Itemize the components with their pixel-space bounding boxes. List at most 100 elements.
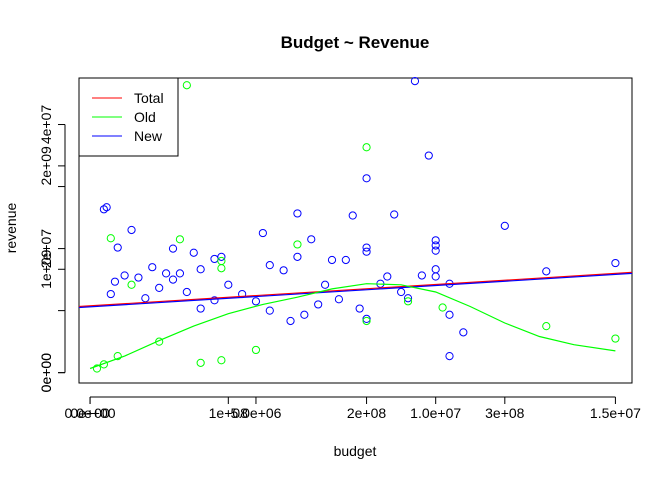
x-tick-label: 2e+08 bbox=[347, 405, 387, 421]
point-new bbox=[445, 310, 454, 319]
point-new bbox=[500, 221, 509, 230]
point-new bbox=[362, 314, 371, 323]
point-new bbox=[424, 151, 433, 160]
point-new bbox=[362, 174, 371, 183]
point-old bbox=[362, 143, 371, 152]
point-old bbox=[542, 322, 551, 331]
axes: 0e+00 1e+08 2e+08 3e+08 0.0e+00 5.0e+06 1.0e+0… bbox=[38, 105, 641, 421]
y-tick-secondary-label: 0e+00 bbox=[38, 353, 54, 393]
point-new bbox=[390, 210, 399, 219]
point-new bbox=[148, 263, 157, 272]
x-tick-label-secondary: 1.0e+07 bbox=[410, 405, 461, 421]
point-new bbox=[286, 316, 295, 326]
point-new bbox=[258, 228, 267, 238]
point-new bbox=[431, 241, 440, 250]
point-new bbox=[611, 258, 620, 268]
point-new bbox=[224, 280, 233, 289]
point-new bbox=[134, 273, 143, 282]
point-old bbox=[175, 235, 185, 244]
point-new bbox=[155, 283, 164, 292]
point-new bbox=[542, 267, 551, 276]
point-old bbox=[106, 234, 115, 243]
legend: Total Old New bbox=[78, 77, 179, 157]
point-new bbox=[265, 306, 274, 315]
point-new bbox=[127, 225, 136, 235]
x-tick-label: 1e+08 bbox=[209, 405, 249, 421]
legend-label-old: Old bbox=[134, 109, 156, 125]
point-new bbox=[161, 269, 171, 278]
point-old bbox=[92, 364, 102, 373]
point-new bbox=[341, 255, 350, 265]
point-new bbox=[431, 272, 440, 281]
point-old bbox=[362, 316, 371, 326]
y-tick-secondary-label: 2e+07 bbox=[38, 229, 54, 269]
point-new bbox=[265, 261, 274, 270]
point-new bbox=[217, 252, 226, 261]
point-new bbox=[334, 295, 344, 304]
fit-line-total bbox=[78, 271, 633, 308]
point-new bbox=[120, 271, 129, 280]
point-old bbox=[251, 345, 261, 355]
point-new bbox=[362, 247, 371, 256]
point-new bbox=[210, 254, 219, 264]
point-new bbox=[168, 275, 178, 284]
point-old bbox=[293, 240, 302, 249]
point-new bbox=[327, 255, 337, 265]
y-axis-label: revenue bbox=[3, 202, 19, 253]
fit-line-new bbox=[78, 272, 633, 309]
point-new bbox=[431, 246, 440, 255]
point-old bbox=[182, 81, 191, 90]
point-new bbox=[320, 280, 330, 289]
x-tick-label-secondary: 5.0e+06 bbox=[230, 405, 281, 421]
point-new bbox=[168, 244, 178, 253]
legend-label-total: Total bbox=[134, 90, 164, 106]
y-tick-label: 0e+00 bbox=[38, 353, 54, 393]
point-new bbox=[279, 266, 288, 275]
point-old bbox=[403, 297, 413, 306]
point-new bbox=[175, 269, 185, 278]
point-new bbox=[431, 236, 440, 245]
point-new bbox=[348, 211, 357, 220]
point-old bbox=[611, 334, 620, 343]
point-old bbox=[217, 264, 226, 273]
data-points bbox=[92, 77, 620, 373]
point-new bbox=[102, 203, 111, 212]
point-new bbox=[410, 77, 420, 86]
point-new bbox=[196, 265, 205, 274]
plot-box bbox=[78, 77, 633, 384]
point-old bbox=[217, 356, 226, 365]
point-new bbox=[459, 328, 468, 337]
point-new bbox=[293, 252, 302, 261]
point-new bbox=[314, 300, 323, 309]
point-new bbox=[182, 287, 191, 297]
x-tick-label-secondary: 1.5e+07 bbox=[590, 405, 641, 421]
point-old bbox=[217, 256, 226, 266]
point-new bbox=[106, 289, 115, 299]
point-new bbox=[355, 304, 364, 313]
point-old bbox=[113, 352, 122, 361]
point-new bbox=[189, 248, 198, 257]
point-new bbox=[293, 209, 302, 218]
point-new bbox=[99, 205, 108, 214]
point-new bbox=[431, 265, 440, 274]
y-tick-label: 1e+09 bbox=[38, 249, 54, 289]
x-axis-label: budget bbox=[334, 443, 377, 459]
x-tick-label: 0e+00 bbox=[70, 405, 110, 421]
point-new bbox=[300, 310, 309, 319]
point-new bbox=[445, 352, 454, 361]
point-new bbox=[307, 235, 316, 244]
y-tick-label: 2e+09 bbox=[38, 146, 54, 186]
y-tick-secondary-label: 4e+07 bbox=[38, 105, 54, 145]
point-old bbox=[127, 280, 136, 289]
chart-title: Budget ~ Revenue bbox=[281, 33, 430, 52]
point-new bbox=[362, 243, 371, 252]
legend-label-new: New bbox=[134, 128, 163, 144]
point-old bbox=[438, 303, 447, 312]
point-new bbox=[196, 304, 205, 313]
fit-lines bbox=[78, 271, 633, 370]
point-new bbox=[141, 294, 150, 303]
point-new bbox=[210, 296, 219, 305]
point-new bbox=[417, 271, 426, 280]
